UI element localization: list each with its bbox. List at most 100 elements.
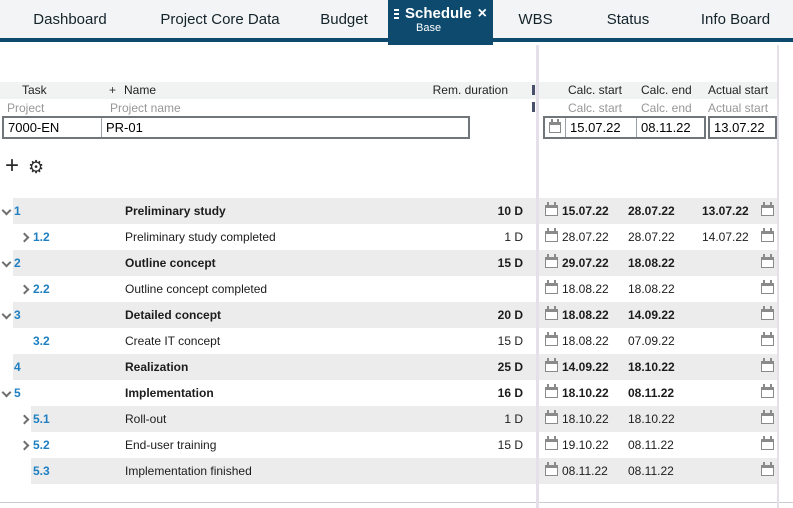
task-name: End-user training — [125, 438, 217, 452]
task-number[interactable]: 2 — [14, 256, 21, 270]
calendar-icon[interactable] — [761, 254, 774, 268]
task-calc-start: 19.10.22 — [562, 438, 609, 452]
task-number[interactable]: 1.2 — [33, 230, 50, 244]
tab-schedule-active[interactable]: Schedule × Base — [388, 0, 493, 45]
project-actual-start-input[interactable] — [714, 120, 771, 135]
hamburger-icon[interactable] — [394, 8, 399, 19]
calendar-icon[interactable] — [549, 119, 561, 133]
calendar-icon[interactable] — [761, 306, 774, 320]
bottom-border — [0, 502, 793, 503]
tab-budget[interactable]: Budget — [320, 10, 368, 28]
task-number[interactable]: 5.1 — [33, 412, 50, 426]
calendar-icon[interactable] — [545, 462, 558, 476]
calendar-icon[interactable] — [761, 358, 774, 372]
calendar-icon[interactable] — [761, 280, 774, 294]
calendar-icon[interactable] — [761, 462, 774, 476]
calendar-icon[interactable] — [761, 332, 774, 346]
add-column-icon[interactable]: + — [109, 83, 117, 97]
project-calc-end-input[interactable] — [641, 120, 700, 135]
calendar-icon[interactable] — [545, 280, 558, 294]
task-rem-duration: 25 D — [497, 360, 523, 374]
task-number[interactable]: 3.2 — [33, 334, 50, 348]
column-subheader-row: Project Project name Calc. start Calc. e… — [0, 100, 778, 115]
clipped-column-fragment — [532, 102, 535, 112]
chevron-down-icon[interactable] — [1, 309, 12, 320]
table-row[interactable]: 3 Detailed concept 20 D 18.08.22 14.09.2… — [0, 302, 793, 328]
calendar-icon[interactable] — [545, 306, 558, 320]
add-task-icon[interactable]: + — [5, 152, 20, 179]
project-name-input[interactable] — [106, 120, 464, 135]
project-actual-start-group — [708, 116, 777, 139]
task-calc-start: 18.10.22 — [562, 412, 609, 426]
calendar-icon[interactable] — [761, 228, 774, 242]
calendar-icon[interactable] — [545, 202, 558, 216]
task-name: Detailed concept — [125, 308, 222, 322]
task-actual-start: 13.07.22 — [702, 204, 749, 218]
table-row[interactable]: 5 Implementation 16 D 18.10.22 08.11.22 — [0, 380, 793, 406]
calendar-icon[interactable] — [761, 436, 774, 450]
task-number[interactable]: 5.3 — [33, 464, 50, 478]
table-row[interactable]: 4 Realization 25 D 14.09.22 18.10.22 — [0, 354, 793, 380]
calendar-icon[interactable] — [545, 332, 558, 346]
calendar-icon[interactable] — [545, 358, 558, 372]
column-header-task: Task — [22, 83, 47, 97]
task-calc-start: 18.08.22 — [562, 308, 609, 322]
table-row[interactable]: 5.2 End-user training 15 D 19.10.22 08.1… — [0, 432, 793, 458]
task-number[interactable]: 3 — [14, 308, 21, 322]
subheader-project: Project — [7, 101, 45, 115]
calendar-icon[interactable] — [545, 228, 558, 242]
chevron-right-icon[interactable] — [19, 284, 30, 295]
calendar-icon[interactable] — [545, 254, 558, 268]
chevron-down-icon[interactable] — [1, 205, 12, 216]
table-row[interactable]: 3.2 Create IT concept 15 D 18.08.22 07.0… — [0, 328, 793, 354]
table-row[interactable]: 2.2 Outline concept completed 18.08.22 1… — [0, 276, 793, 302]
task-number[interactable]: 4 — [14, 360, 21, 374]
table-row[interactable]: 2 Outline concept 15 D 29.07.22 18.08.22 — [0, 250, 793, 276]
project-id-input[interactable] — [8, 120, 97, 135]
task-calc-end: 18.10.22 — [628, 412, 675, 426]
task-calc-end: 18.08.22 — [628, 282, 675, 296]
gear-icon[interactable]: ⚙ — [28, 157, 45, 177]
task-name: Outline concept completed — [125, 282, 268, 296]
table-row[interactable]: 5.1 Roll-out 1 D 18.10.22 18.10.22 — [0, 406, 793, 432]
pane-divider-right[interactable] — [777, 45, 779, 508]
task-number[interactable]: 5 — [14, 386, 21, 400]
calendar-icon[interactable] — [761, 410, 774, 424]
tab-project-core-data[interactable]: Project Core Data — [160, 10, 280, 28]
chevron-down-icon[interactable] — [1, 257, 12, 268]
tab-status[interactable]: Status — [606, 10, 650, 28]
project-calc-start-input[interactable] — [570, 120, 632, 135]
close-icon[interactable]: × — [477, 4, 487, 22]
table-row[interactable]: 5.3 Implementation finished 08.11.22 08.… — [0, 458, 793, 484]
pane-divider[interactable] — [536, 45, 539, 508]
subheader-calc-start: Calc. start — [568, 101, 623, 115]
task-calc-start: 18.10.22 — [562, 386, 609, 400]
calendar-icon[interactable] — [761, 384, 774, 398]
task-name: Implementation — [125, 386, 214, 400]
task-calc-start: 29.07.22 — [562, 256, 609, 270]
table-row[interactable]: 1 Preliminary study 10 D 15.07.22 28.07.… — [0, 198, 793, 224]
chevron-right-icon[interactable] — [19, 440, 30, 451]
calendar-icon[interactable] — [545, 436, 558, 450]
chevron-right-icon[interactable] — [19, 414, 30, 425]
task-calc-end: 28.07.22 — [628, 230, 675, 244]
tab-info-board[interactable]: Info Board — [700, 10, 771, 28]
column-header-name: Name — [124, 83, 157, 97]
tab-dashboard[interactable]: Dashboard — [33, 10, 107, 28]
chevron-right-icon[interactable] — [19, 232, 30, 243]
column-header-rem-duration: Rem. duration — [432, 83, 508, 97]
project-input-row — [0, 116, 793, 140]
task-name: Outline concept — [125, 256, 216, 270]
project-dates-group — [543, 116, 706, 139]
calendar-icon[interactable] — [545, 384, 558, 398]
tab-wbs[interactable]: WBS — [518, 10, 553, 28]
chevron-down-icon[interactable] — [1, 387, 12, 398]
task-name: Create IT concept — [125, 334, 221, 348]
task-calc-start: 18.08.22 — [562, 334, 609, 348]
table-row[interactable]: 1.2 Preliminary study completed 1 D 28.0… — [0, 224, 793, 250]
task-number[interactable]: 2.2 — [33, 282, 50, 296]
task-number[interactable]: 1 — [14, 204, 21, 218]
calendar-icon[interactable] — [545, 410, 558, 424]
task-number[interactable]: 5.2 — [33, 438, 50, 452]
calendar-icon[interactable] — [761, 202, 774, 216]
